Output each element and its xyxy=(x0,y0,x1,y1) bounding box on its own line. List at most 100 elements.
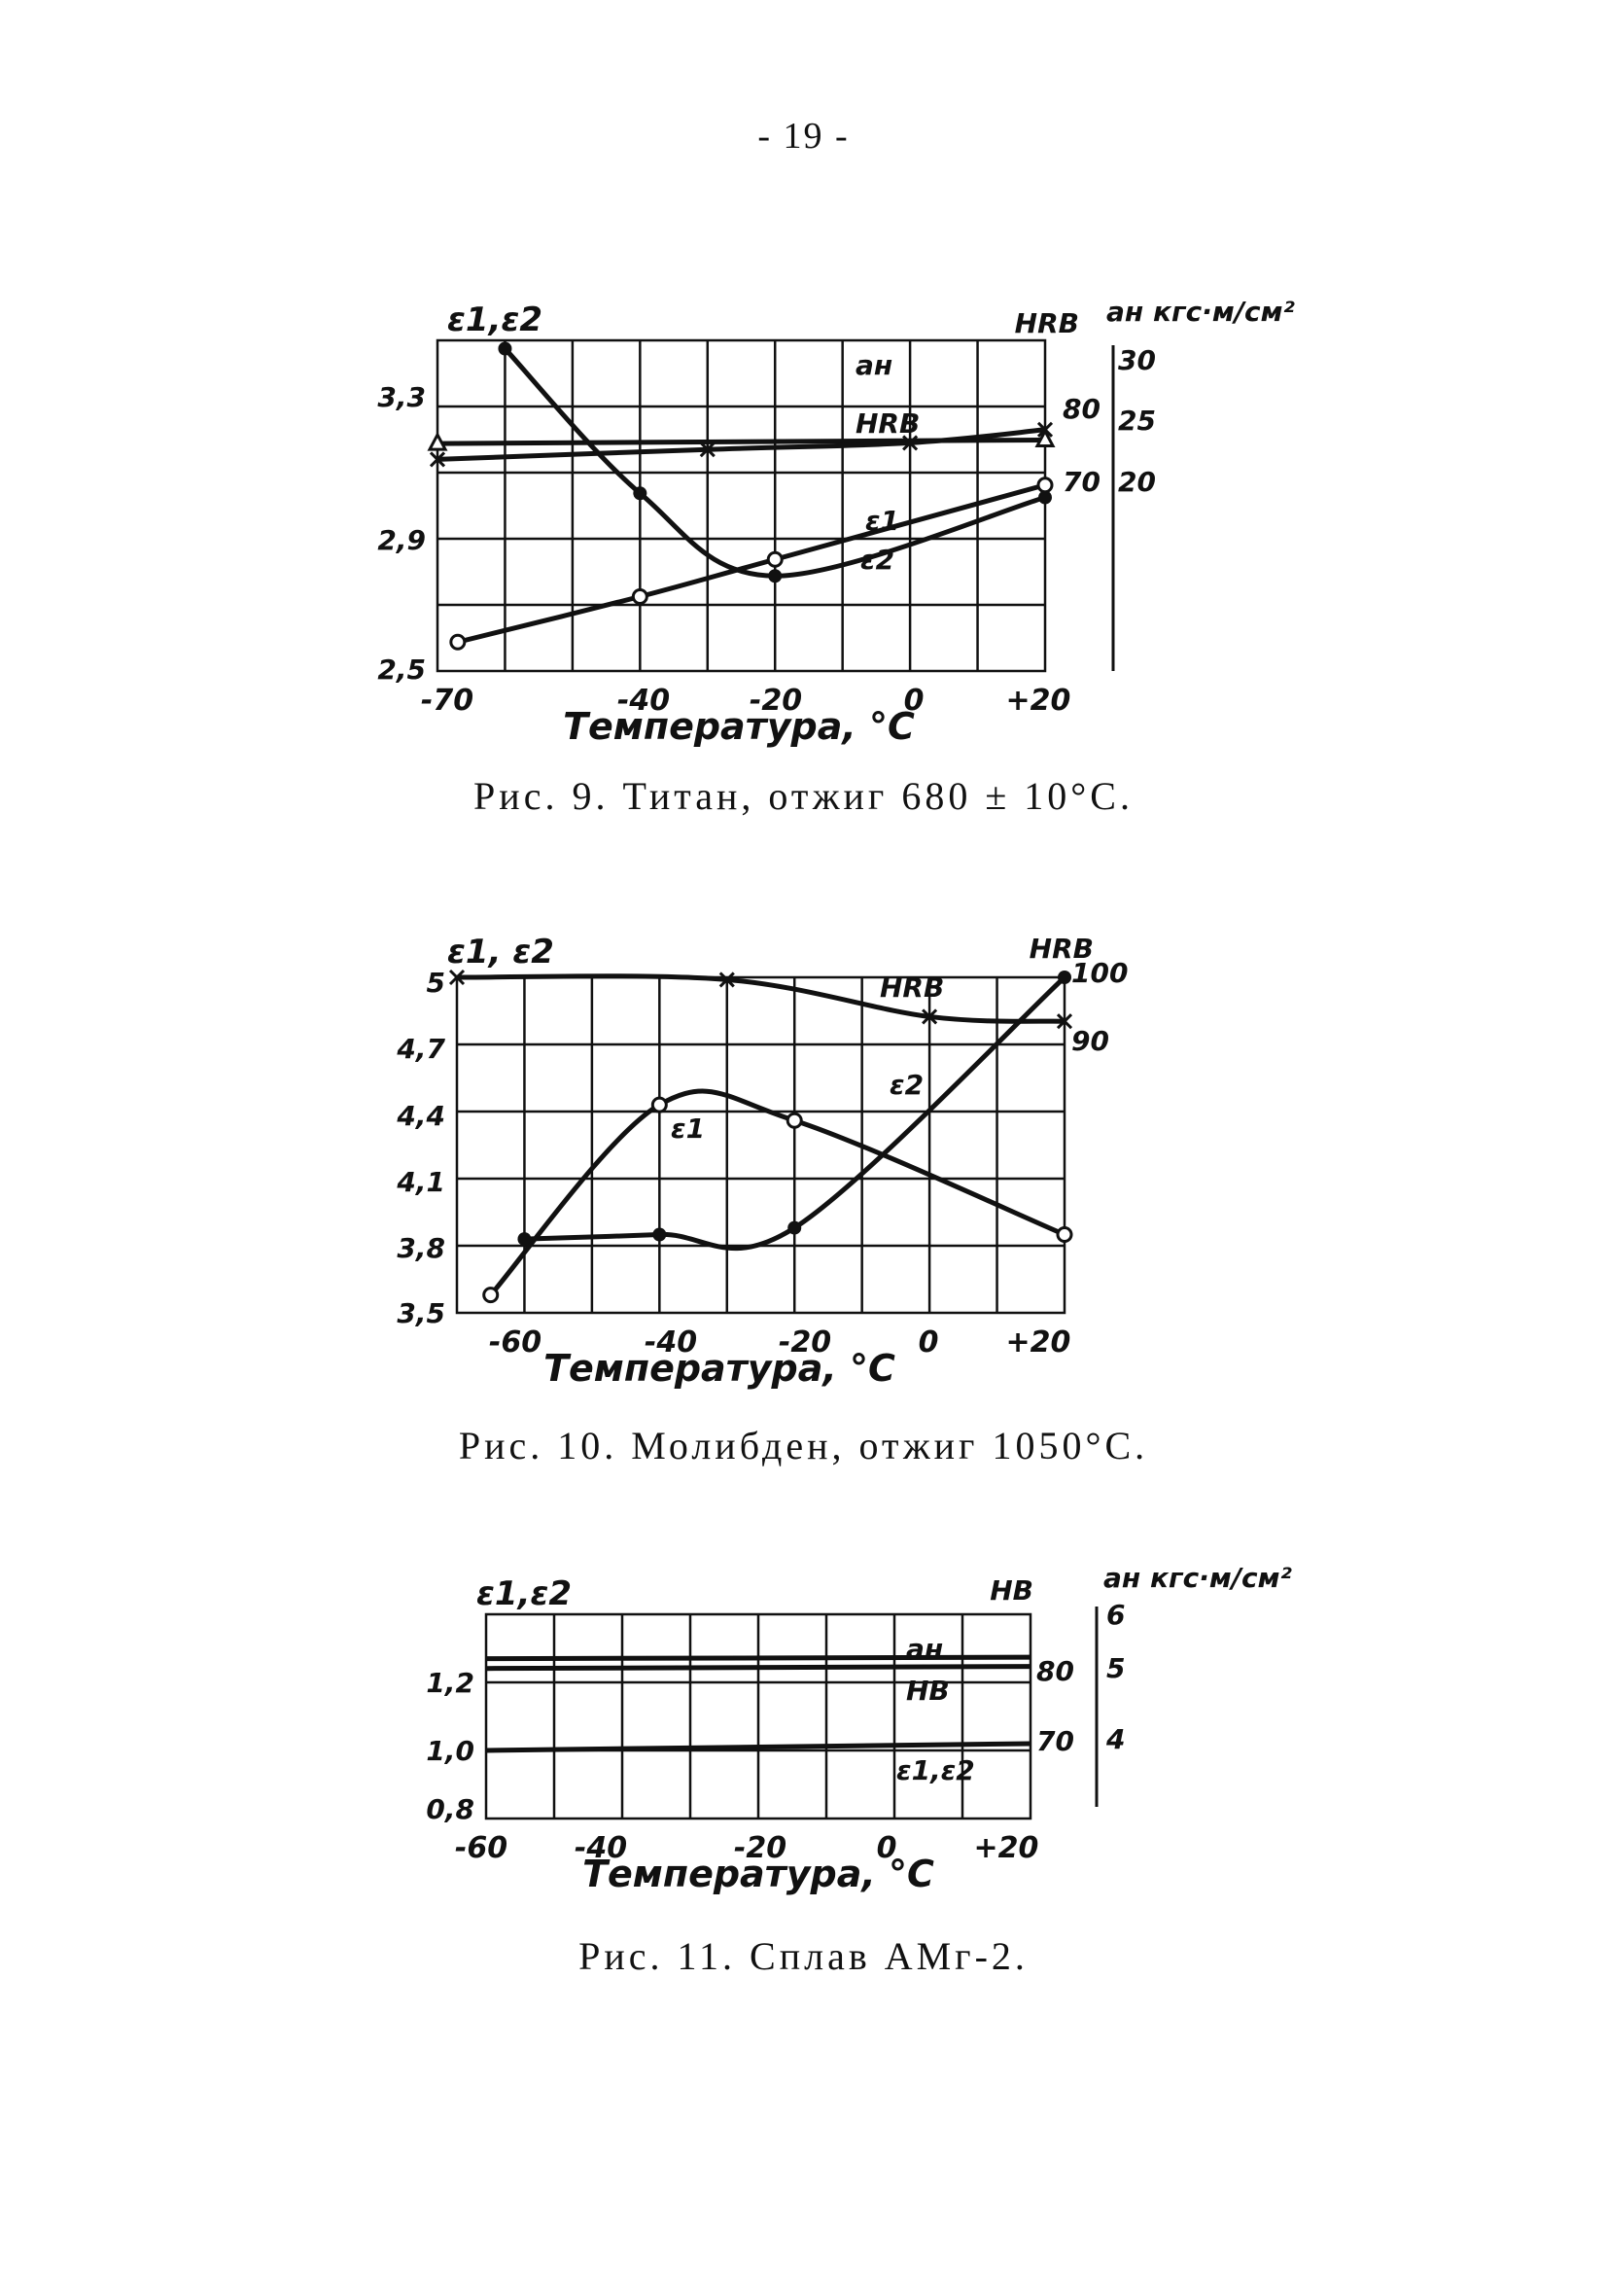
secondary-axis-tick-label: 5 xyxy=(1106,1652,1125,1684)
y-tick-label: 2,5 xyxy=(377,653,426,686)
data-point xyxy=(787,1220,802,1235)
page-number: - 19 - xyxy=(757,116,850,157)
x-axis-label: Температура, °C xyxy=(563,705,915,748)
data-point xyxy=(699,442,716,458)
right-axis-tick-label: 90 xyxy=(1071,1025,1109,1057)
series-label: HRB xyxy=(856,407,920,440)
secondary-axis-tick-label: 6 xyxy=(1106,1599,1125,1631)
y-tick-label: 1,2 xyxy=(426,1667,474,1699)
x-tick-label: -60 xyxy=(455,1831,507,1865)
y-axis-label: ε1,ε2 xyxy=(447,300,542,339)
right-axis-label: HB xyxy=(990,1574,1033,1607)
y-tick-label: 4,1 xyxy=(396,1166,445,1198)
y-tick-label: 3,5 xyxy=(397,1297,445,1329)
series-label: aн xyxy=(856,349,892,381)
x-tick-label: +20 xyxy=(974,1831,1039,1865)
data-point xyxy=(631,588,648,605)
data-point xyxy=(1034,428,1056,447)
x-tick-label: -40 xyxy=(575,1831,627,1865)
data-point xyxy=(429,451,446,468)
x-tick-label: 0 xyxy=(919,1325,939,1360)
right-axis-tick-label: 80 xyxy=(1063,393,1100,425)
y-tick-label: 1,0 xyxy=(426,1735,474,1767)
y-tick-label: 0,8 xyxy=(426,1793,474,1825)
series-label: ε2 xyxy=(890,1069,924,1101)
right-axis-label: HRB xyxy=(1030,933,1094,965)
data-point xyxy=(448,969,466,986)
y-axis-label: ε1,ε2 xyxy=(476,1574,572,1613)
data-point xyxy=(517,1232,532,1247)
x-tick-label: 0 xyxy=(904,684,925,718)
data-point xyxy=(768,569,783,583)
right-axis-tick-label: 80 xyxy=(1036,1655,1074,1687)
series-label: aн xyxy=(906,1633,943,1665)
x-tick-label: -20 xyxy=(734,1831,786,1865)
y-tick-label: 4,7 xyxy=(396,1033,445,1065)
figure-11-caption: Рис. 11. Сплав АМг-2. xyxy=(578,1934,1029,1978)
right-axis-tick-label: 70 xyxy=(1036,1725,1074,1757)
series-label: ε1 xyxy=(671,1113,705,1145)
data-point xyxy=(652,1227,667,1242)
y-tick-label: 2,9 xyxy=(377,524,426,556)
secondary-axis-label: aн кгс·м/см² xyxy=(1106,296,1295,328)
data-point xyxy=(1056,1226,1073,1243)
data-point xyxy=(1038,490,1052,505)
x-tick-label: -70 xyxy=(421,684,473,718)
x-tick-label: +20 xyxy=(1006,1325,1071,1360)
secondary-axis-tick-label: 25 xyxy=(1118,405,1156,437)
series-line xyxy=(524,975,1066,1252)
data-point xyxy=(1036,421,1054,438)
data-point xyxy=(766,550,784,568)
series-label: HB xyxy=(906,1675,950,1707)
data-point xyxy=(922,1008,938,1025)
y-tick-label: 3,3 xyxy=(377,381,426,413)
y-axis-label: ε1, ε2 xyxy=(447,933,554,971)
data-point xyxy=(1058,971,1071,984)
series-line xyxy=(457,482,1046,645)
data-point xyxy=(498,341,512,356)
series-line xyxy=(456,973,1066,1024)
data-point xyxy=(650,1096,668,1113)
x-tick-label: -40 xyxy=(617,684,670,718)
right-axis-tick-label: 100 xyxy=(1071,957,1128,989)
secondary-axis-tick-label: 20 xyxy=(1118,466,1156,498)
data-point xyxy=(633,486,647,501)
plot-frame xyxy=(436,338,1047,673)
x-tick-label: +20 xyxy=(1006,684,1071,718)
data-point xyxy=(427,431,448,451)
series-label: ε1,ε2 xyxy=(896,1754,975,1786)
x-tick-label: -20 xyxy=(750,684,802,718)
data-point xyxy=(482,1287,500,1304)
plot-frame xyxy=(455,975,1066,1315)
figure-10-caption: Рис. 10. Молибден, отжиг 1050°C. xyxy=(458,1424,1149,1467)
data-point xyxy=(902,435,919,451)
data-point xyxy=(449,633,467,651)
data-point xyxy=(1056,1013,1073,1030)
series-line xyxy=(437,427,1046,462)
data-point xyxy=(718,971,735,988)
right-axis-tick-label: 70 xyxy=(1063,466,1100,498)
secondary-axis-tick-label: 30 xyxy=(1118,344,1156,376)
y-tick-label: 5 xyxy=(427,967,445,999)
x-tick-label: 0 xyxy=(877,1831,897,1865)
series-line xyxy=(485,1664,1031,1672)
figure-9-caption: Рис. 9. Титан, отжиг 680 ± 10°C. xyxy=(473,774,1134,818)
x-axis-label: Температура, °C xyxy=(582,1853,934,1895)
data-point xyxy=(786,1112,803,1129)
x-tick-label: -20 xyxy=(779,1325,831,1360)
series-line xyxy=(485,1741,1031,1753)
x-axis-label: Температура, °C xyxy=(543,1347,895,1390)
y-tick-label: 4,4 xyxy=(396,1100,445,1132)
series-line xyxy=(488,1088,1066,1297)
series-label: ε1 xyxy=(865,505,899,537)
right-axis-label: HRB xyxy=(1015,307,1079,339)
series-label: ε2 xyxy=(860,544,894,576)
series-line xyxy=(485,1654,1031,1662)
series-line xyxy=(503,346,1046,579)
secondary-axis-tick-label: 4 xyxy=(1105,1723,1125,1755)
y-tick-label: 3,8 xyxy=(397,1232,445,1264)
secondary-axis-label: aн кгс·м/см² xyxy=(1103,1562,1292,1594)
